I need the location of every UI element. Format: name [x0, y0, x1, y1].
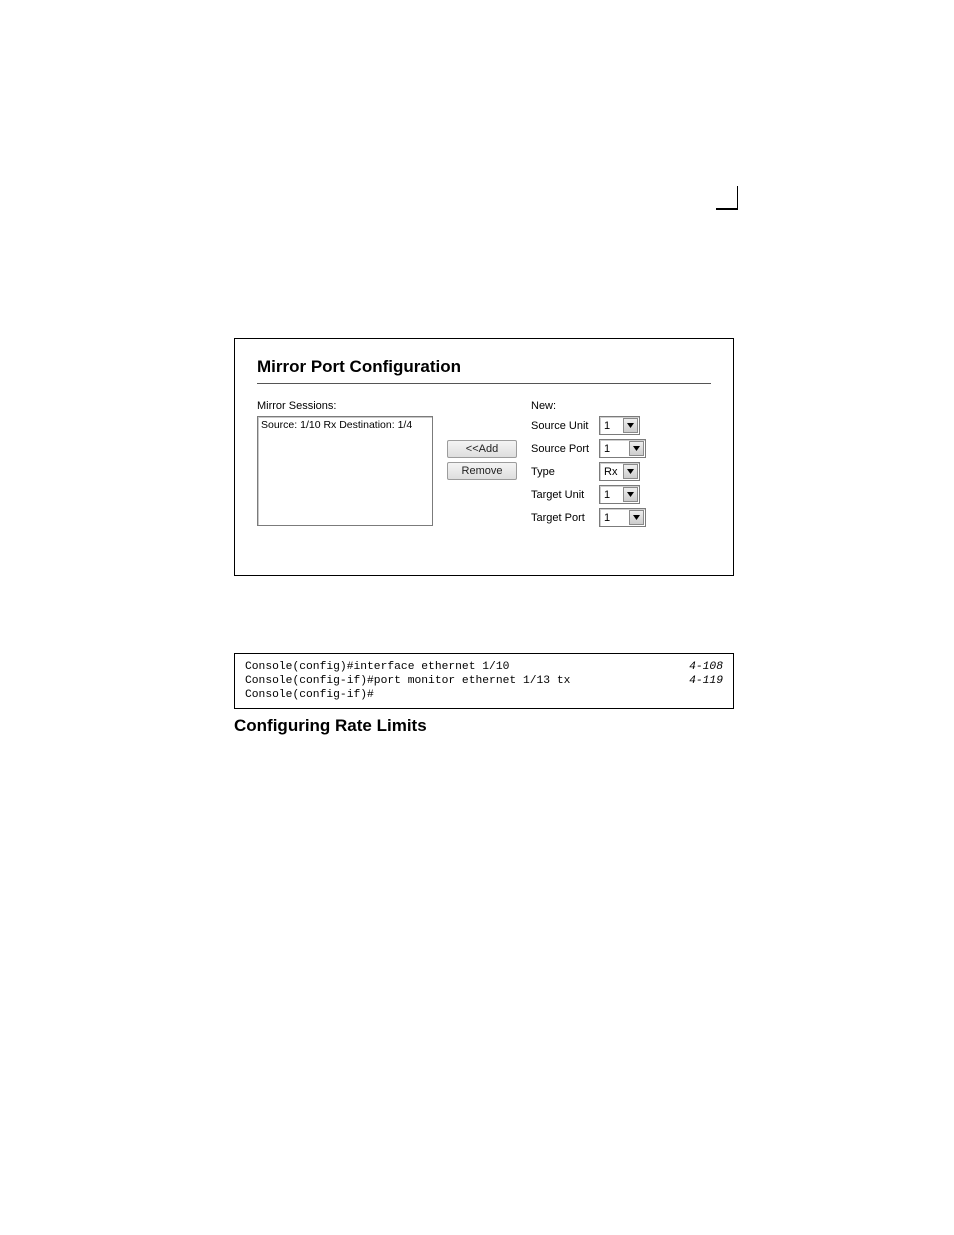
- cli-line: Console(config-if)#port monitor ethernet…: [245, 674, 723, 688]
- mirror-sessions-listbox[interactable]: Source: 1/10 Rx Destination: 1/4: [257, 416, 433, 526]
- section-heading: Configuring Rate Limits: [234, 716, 427, 736]
- mirror-port-panel: Mirror Port Configuration Mirror Session…: [234, 338, 734, 576]
- cli-box: Console(config)#interface ethernet 1/10 4…: [234, 653, 734, 709]
- target-port-select[interactable]: 1: [599, 508, 646, 527]
- field-label: Target Unit: [531, 489, 593, 501]
- chevron-down-icon: [623, 418, 638, 433]
- form-row: Source Port 1: [531, 439, 646, 458]
- cli-text: Console(config-if)#: [245, 688, 374, 702]
- form-row: Target Port 1: [531, 508, 646, 527]
- source-port-select[interactable]: 1: [599, 439, 646, 458]
- cli-ref: 4-108: [689, 660, 723, 674]
- form-row: Source Unit 1: [531, 416, 646, 435]
- target-unit-select[interactable]: 1: [599, 485, 640, 504]
- cli-line: Console(config-if)#: [245, 688, 723, 702]
- cli-text: Console(config)#interface ethernet 1/10: [245, 660, 509, 674]
- cli-ref: 4-119: [689, 674, 723, 688]
- chevron-down-icon: [629, 510, 644, 525]
- type-select[interactable]: Rx: [599, 462, 640, 481]
- field-label: Type: [531, 466, 593, 478]
- field-label: Source Port: [531, 443, 593, 455]
- panel-title: Mirror Port Configuration: [257, 357, 711, 377]
- chevron-down-icon: [623, 464, 638, 479]
- field-label: Source Unit: [531, 420, 593, 432]
- chevron-down-icon: [623, 487, 638, 502]
- new-label: New:: [531, 400, 646, 412]
- mirror-sessions-label: Mirror Sessions:: [257, 400, 433, 412]
- list-item[interactable]: Source: 1/10 Rx Destination: 1/4: [261, 419, 429, 431]
- form-row: Type Rx: [531, 462, 646, 481]
- chevron-down-icon: [629, 441, 644, 456]
- select-value: 1: [600, 420, 622, 432]
- add-button[interactable]: <<Add: [447, 440, 517, 458]
- select-value: 1: [600, 443, 628, 455]
- panel-divider: [257, 383, 711, 384]
- form-row: Target Unit 1: [531, 485, 646, 504]
- field-label: Target Port: [531, 512, 593, 524]
- select-value: Rx: [600, 466, 622, 478]
- cli-text: Console(config-if)#port monitor ethernet…: [245, 674, 570, 688]
- remove-button[interactable]: Remove: [447, 462, 517, 480]
- select-value: 1: [600, 512, 628, 524]
- cli-line: Console(config)#interface ethernet 1/10 4…: [245, 660, 723, 674]
- select-value: 1: [600, 489, 622, 501]
- source-unit-select[interactable]: 1: [599, 416, 640, 435]
